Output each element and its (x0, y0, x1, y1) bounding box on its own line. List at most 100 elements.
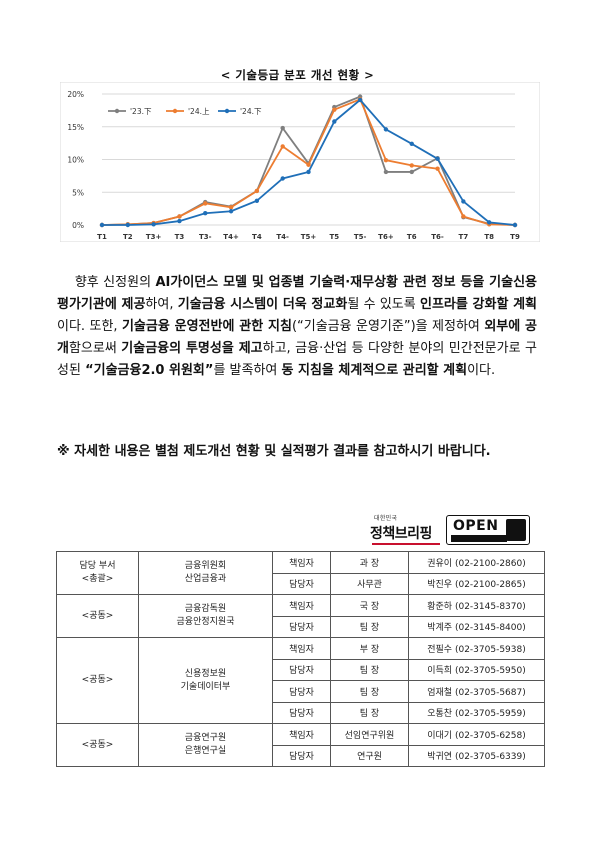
contact-dept: 금융위원회 산업금융과 (138, 551, 273, 595)
data-point (125, 222, 131, 228)
contact-row: 담당 부서 <총괄> 금융위원회 산업금융과 책임자 과 장 권유이 (02-2100-28… (56, 551, 545, 595)
paragraph-segment: 기술금융 시스템이 더욱 정교화 (177, 297, 348, 312)
data-point (332, 107, 337, 112)
legend-swatch-marker (114, 108, 120, 114)
chart-frame (60, 82, 540, 242)
contact-row: 담당자 사무관 박진우 (02-2100-2865) (57, 572, 545, 595)
y-tick-label: 15% (67, 123, 84, 132)
open-license-logo-strip (451, 535, 507, 542)
data-point (435, 166, 440, 171)
contact-title: 팀 장 (330, 658, 409, 681)
data-point (357, 97, 363, 103)
data-point (151, 222, 156, 227)
x-tick-label: T3- (199, 233, 212, 241)
x-tick-label: T6 (407, 233, 417, 241)
paragraph-segment: 될 수 있도록 (347, 297, 420, 312)
contact-type: 담당자 (272, 744, 331, 767)
contact-row: 담당자 팀 장 오통찬 (02-3705-5959) (57, 701, 545, 724)
data-point (383, 169, 389, 175)
grade-distribution-chart: 0% 5% 10% 15% 20% T1 T2 T3+ T3 T3- T4+ T4 T4- T5+ T5 T… (60, 82, 540, 242)
contact-title: 국 장 (330, 594, 409, 617)
data-point (486, 220, 492, 225)
contact-role: 담당 부서 <총괄> (56, 551, 139, 595)
chart-title: < 기술등급 분포 개선 현황 > (220, 68, 375, 82)
contact-type: 담당자 (272, 658, 331, 681)
x-tick-label: T3 (175, 233, 185, 241)
open-license-logo: OPEN (446, 515, 530, 545)
contact-title: 부 장 (330, 637, 409, 660)
policy-briefing-logo-bar (372, 543, 440, 545)
y-tick-label: 0% (72, 221, 84, 230)
data-point (177, 214, 182, 219)
contact-name-phone: 오통찬 (02-3705-5959) (408, 701, 545, 724)
paragraph-segment: AI가이던스 모델 및 업종별 기술력·재무상황 관련 정보 등을 기술신용평가… (57, 275, 538, 312)
contact-type: 담당자 (272, 615, 331, 638)
contact-type: 담당자 (272, 572, 331, 595)
body-paragraph: 향후 신정원의 AI가이던스 모델 및 업종별 기술력·재무상황 관련 정보 등… (57, 272, 537, 382)
x-tick-label: T8 (484, 233, 494, 241)
data-point (228, 205, 234, 210)
open-license-badge-icon (506, 519, 526, 541)
x-tick-label: T5+ (301, 233, 317, 241)
data-point (512, 222, 518, 228)
paragraph-segment: 향후 신정원의 (74, 275, 156, 290)
contact-row: <공동> 금융연구원 은행연구실 책임자 선임연구위원 이대기 (02-3705-6258… (56, 723, 545, 767)
paragraph-segment: 기술금융 운영전반에 관한 지침 (121, 319, 292, 334)
policy-briefing-logo: 대한민국 정책브리핑 (370, 513, 442, 547)
open-license-logo-text: OPEN (453, 518, 499, 534)
y-tick-label: 5% (72, 188, 84, 197)
y-tick-label: 20% (67, 90, 84, 99)
data-point (332, 119, 337, 124)
x-tick-label: T5- (354, 233, 367, 241)
x-tick-label: T7 (459, 233, 469, 241)
x-tick-label: T4- (276, 233, 289, 241)
contact-row: 담당자 팀 장 엄재철 (02-3705-5687) (57, 680, 545, 703)
data-point (254, 198, 260, 203)
contact-name-phone: 전필수 (02-3705-5938) (408, 637, 545, 660)
data-point (177, 218, 182, 224)
contact-name-phone: 이대기 (02-3705-6258) (408, 723, 545, 746)
paragraph-segment: 함으로써 (68, 341, 122, 356)
data-point (435, 156, 440, 162)
contact-type: 책임자 (272, 594, 331, 617)
data-point (409, 163, 414, 168)
data-point (203, 201, 208, 206)
data-point (409, 141, 414, 146)
paragraph-segment: 이다. (467, 363, 496, 378)
data-point (383, 127, 389, 132)
data-point (280, 125, 285, 131)
data-point (461, 199, 466, 204)
legend-label: '23.下 (130, 107, 152, 116)
paragraph-segment: 동 지침을 체계적으로 관리할 계획 (281, 363, 468, 378)
data-point (99, 222, 105, 228)
contact-name-phone: 엄재철 (02-3705-5687) (408, 680, 545, 703)
contact-row: 담당자 팀 장 박계주 (02-3145-8400) (57, 615, 545, 638)
contact-type: 담당자 (272, 680, 331, 703)
contact-dept: 금융연구원 은행연구실 (138, 723, 273, 767)
paragraph-segment: 이다. 또한, (57, 319, 122, 334)
contact-title: 팀 장 (330, 615, 409, 638)
x-tick-label: T4+ (223, 233, 239, 241)
contact-name-phone: 박귀연 (02-3705-6339) (408, 744, 545, 767)
contact-title: 연구원 (330, 744, 409, 767)
x-tick-label: T1 (97, 233, 107, 241)
paragraph-segment: 외부에 공개 (57, 319, 537, 356)
data-point (228, 209, 234, 214)
contact-row: <공동> 신용정보원 기술데이터부 책임자 부 장 전필수 (02-3705-5938) (56, 637, 545, 724)
contact-name-phone: 박진우 (02-2100-2865) (408, 572, 545, 595)
contact-name-phone: 박계주 (02-3145-8400) (408, 615, 545, 638)
legend-label: '24.上 (188, 107, 210, 116)
contact-type: 책임자 (272, 637, 331, 660)
contact-name-phone: 권유이 (02-2100-2860) (408, 551, 545, 574)
legend-swatch-marker (172, 108, 178, 114)
data-point (254, 188, 260, 194)
contact-title: 사무관 (330, 572, 409, 595)
x-tick-label: T9 (510, 233, 520, 241)
legend-label: '24.下 (240, 107, 262, 116)
contact-type: 담당자 (272, 701, 331, 724)
reference-note: ※ 자세한 내용은 별첨 제도개선 현황 및 실적평가 결과를 참고하시기 바랍… (57, 444, 491, 459)
contact-row: 담당자 연구원 박귀연 (02-3705-6339) (57, 744, 545, 767)
paragraph-segment: 하고, 금융·산업 등 다양한 분야의 민간전문가로 구성된 (57, 341, 537, 378)
contact-role: <공동> (56, 594, 139, 638)
data-point (409, 169, 414, 175)
